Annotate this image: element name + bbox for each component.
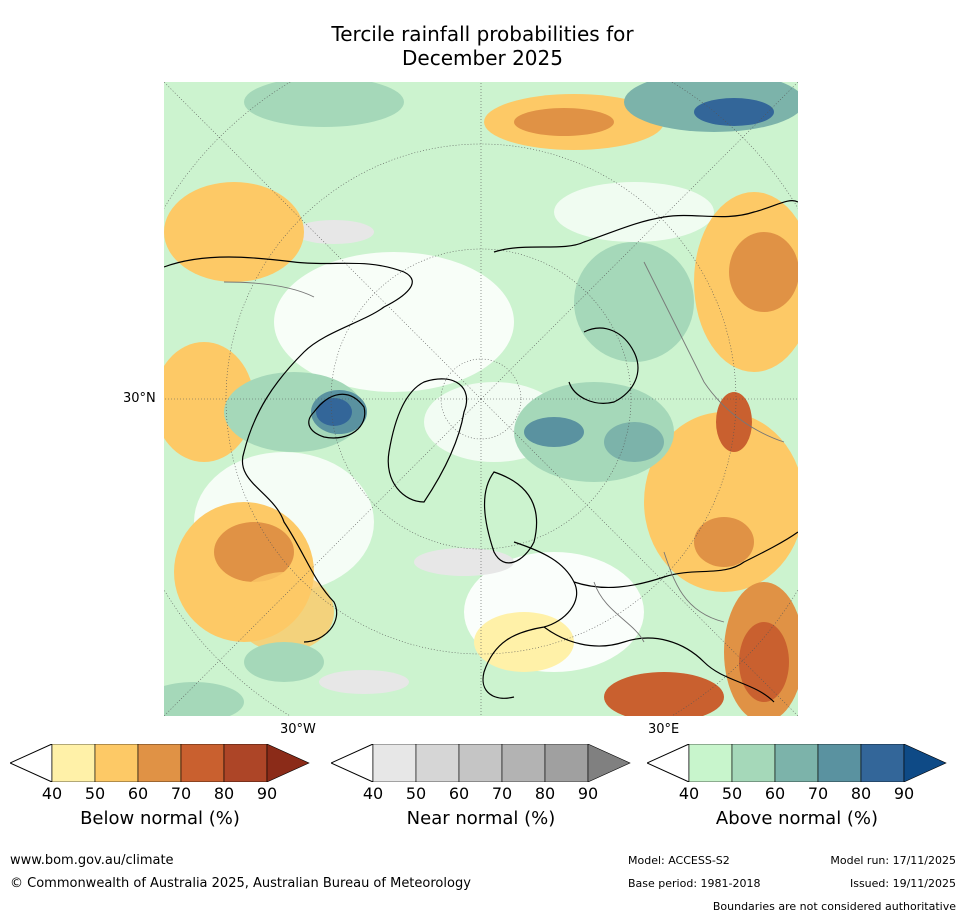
below-normal-area bbox=[164, 182, 304, 282]
above-normal-area bbox=[574, 242, 694, 362]
colorbar-segment bbox=[458, 744, 503, 782]
below-normal-area bbox=[474, 612, 574, 672]
near-normal-area bbox=[294, 220, 374, 244]
above-normal-area bbox=[524, 417, 584, 447]
colorbar-segment bbox=[774, 744, 819, 782]
below-normal-area bbox=[514, 108, 614, 136]
colorbar-max-arrow bbox=[266, 744, 310, 782]
below-normal-area bbox=[234, 572, 334, 652]
near-normal-area bbox=[319, 670, 409, 694]
above-normal-area bbox=[244, 82, 404, 127]
below-normal-area bbox=[644, 412, 798, 592]
graticule bbox=[164, 82, 798, 716]
colorbar-segment bbox=[51, 744, 96, 782]
below-normal-area bbox=[729, 232, 798, 312]
above-normal-area bbox=[164, 682, 244, 716]
tick-label: 90 bbox=[256, 784, 278, 803]
colorbar-segment bbox=[688, 744, 733, 782]
below-normal-area bbox=[604, 672, 724, 716]
below-normal-area bbox=[739, 622, 789, 702]
tick-label: 40 bbox=[678, 784, 700, 803]
above-normal-area bbox=[604, 422, 664, 462]
colorbar-segment bbox=[94, 744, 139, 782]
footer-model: Model: ACCESS-S2 bbox=[628, 854, 730, 867]
colorbar-min-arrow bbox=[647, 744, 690, 782]
near-normal-area bbox=[414, 548, 514, 576]
tick-label: 60 bbox=[127, 784, 149, 803]
tick-label: 80 bbox=[850, 784, 872, 803]
tick-label: 70 bbox=[807, 784, 829, 803]
polar-map bbox=[164, 82, 798, 716]
below-normal-area bbox=[214, 522, 294, 582]
above-normal-area bbox=[694, 98, 774, 126]
colorbar-segment bbox=[180, 744, 225, 782]
colorbar-label-near-normal: Near normal (%) bbox=[406, 808, 556, 829]
tick-label: 70 bbox=[491, 784, 513, 803]
colorbar-above-normal bbox=[647, 744, 947, 782]
tick-label: 60 bbox=[764, 784, 786, 803]
colorbar-max-arrow bbox=[903, 744, 947, 782]
below-normal-area bbox=[164, 342, 254, 462]
map-title-line2: December 2025 bbox=[402, 46, 563, 70]
colorbar-near-normal bbox=[331, 744, 631, 782]
colorbar-segment bbox=[223, 744, 268, 782]
colorbar-label-above-normal: Above normal (%) bbox=[715, 808, 879, 829]
tick-label: 90 bbox=[577, 784, 599, 803]
tick-label: 50 bbox=[84, 784, 106, 803]
tick-label: 60 bbox=[448, 784, 470, 803]
colorbar-segment bbox=[544, 744, 589, 782]
borders bbox=[223, 261, 785, 643]
colorbar-label-below-normal: Below normal (%) bbox=[80, 808, 240, 829]
tick-label: 50 bbox=[405, 784, 427, 803]
colorbar-below-normal bbox=[10, 744, 310, 782]
colorbar-segment bbox=[372, 744, 417, 782]
above-normal-area bbox=[244, 642, 324, 682]
below-normal-area bbox=[716, 392, 752, 452]
colorbar-min-arrow bbox=[331, 744, 374, 782]
below-normal-area bbox=[694, 517, 754, 567]
tick-label: 40 bbox=[41, 784, 63, 803]
colorbar-segment bbox=[501, 744, 546, 782]
tick-label: 50 bbox=[721, 784, 743, 803]
longitude-label-30w: 30°W bbox=[280, 722, 316, 737]
tick-label: 80 bbox=[534, 784, 556, 803]
above-normal-area bbox=[316, 398, 352, 426]
colorbar-segment bbox=[137, 744, 182, 782]
colorbar-segment bbox=[731, 744, 776, 782]
colorbar-segment bbox=[415, 744, 460, 782]
footer-copyright: © Commonwealth of Australia 2025, Austra… bbox=[10, 876, 471, 891]
latitude-label-30n: 30°N bbox=[123, 391, 156, 406]
footer-website-link[interactable]: www.bom.gov.au/climate bbox=[10, 853, 174, 868]
longitude-label-30e: 30°E bbox=[648, 722, 680, 737]
footer-model-run: Model run: 17/11/2025 bbox=[830, 854, 956, 867]
footer-issued: Issued: 19/11/2025 bbox=[849, 877, 956, 890]
colorbar-segment bbox=[860, 744, 905, 782]
colorbar-segment bbox=[817, 744, 862, 782]
tick-label: 40 bbox=[362, 784, 384, 803]
tick-label: 90 bbox=[893, 784, 915, 803]
neutral-area bbox=[554, 182, 714, 242]
footer-disclaimer: Boundaries are not considered authoritat… bbox=[712, 900, 956, 913]
colorbar-min-arrow bbox=[10, 744, 53, 782]
tick-label: 70 bbox=[170, 784, 192, 803]
neutral-area bbox=[274, 252, 514, 392]
coastlines bbox=[164, 200, 798, 703]
tick-label: 80 bbox=[213, 784, 235, 803]
colorbar-max-arrow bbox=[587, 744, 631, 782]
map-title-line1: Tercile rainfall probabilities for bbox=[331, 22, 634, 46]
footer-base-period: Base period: 1981-2018 bbox=[628, 877, 761, 890]
